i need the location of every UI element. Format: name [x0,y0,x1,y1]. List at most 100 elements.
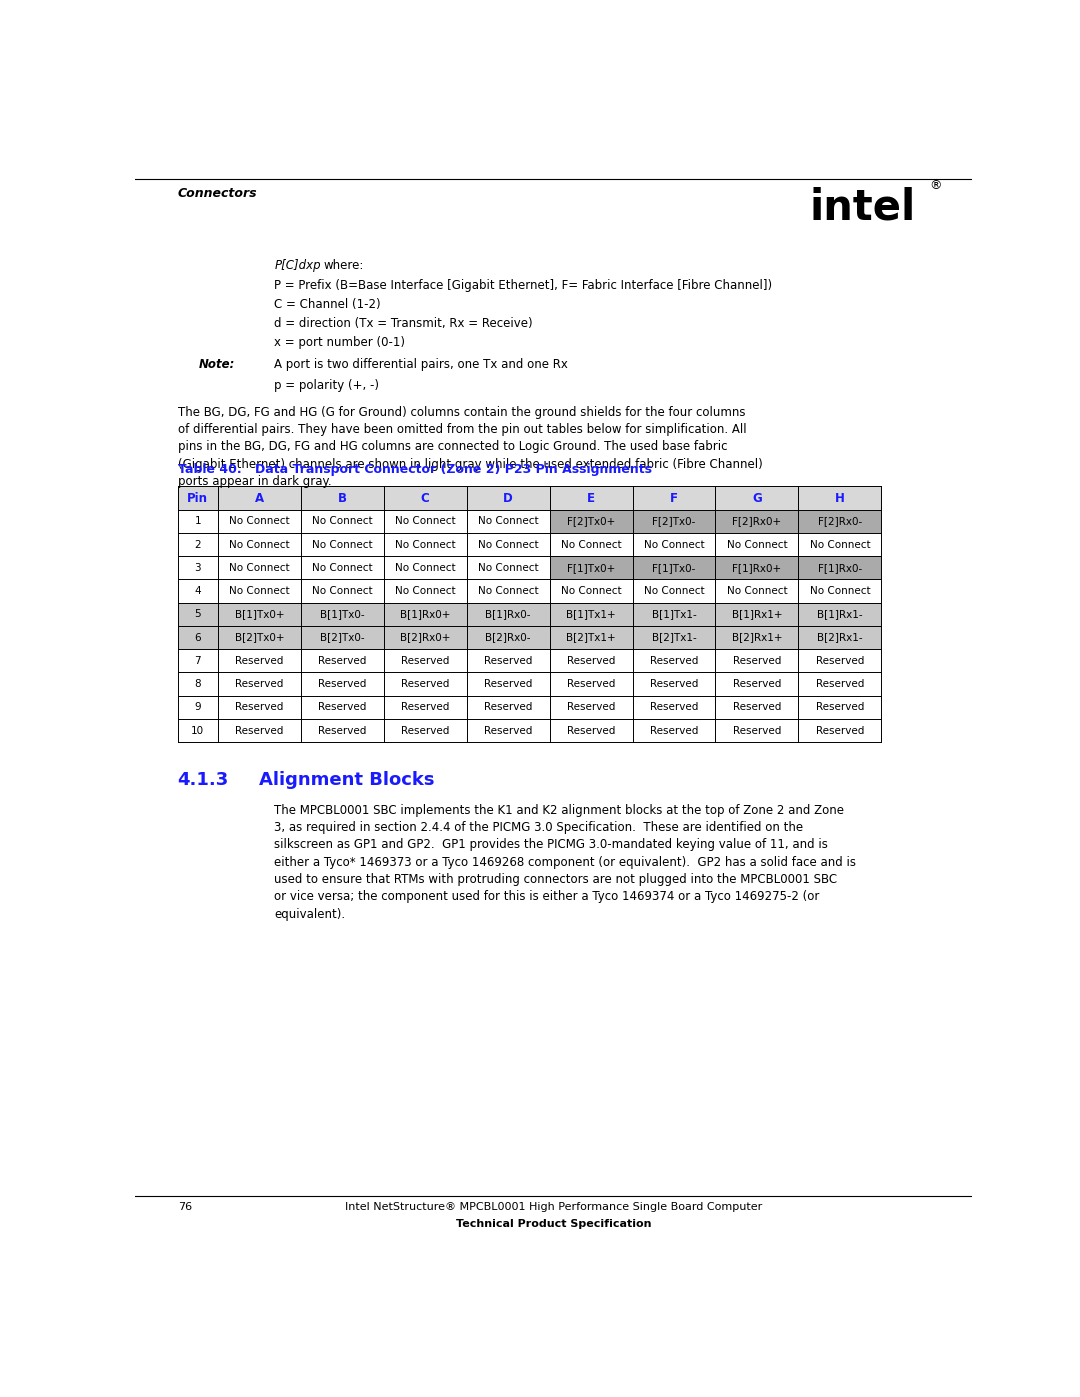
Text: of differential pairs. They have been omitted from the pin out tables below for : of differential pairs. They have been om… [177,423,746,436]
Text: 76: 76 [177,1201,192,1211]
Bar [633,626,715,650]
Text: Note:: Note: [199,358,235,370]
Text: No Connect: No Connect [561,587,621,597]
Text: A: A [255,492,264,504]
Text: B[1]Rx1+: B[1]Rx1+ [731,609,782,619]
Text: F: F [670,492,678,504]
Text: Reserved: Reserved [567,655,616,666]
Text: Reserved: Reserved [319,703,366,712]
Text: No Connect: No Connect [229,539,289,549]
Text: B[1]Tx0+: B[1]Tx0+ [234,609,284,619]
Text: Intel NetStructure® MPCBL0001 High Performance Single Board Computer: Intel NetStructure® MPCBL0001 High Perfo… [345,1201,762,1211]
Text: Reserved: Reserved [401,725,449,736]
Text: 9: 9 [194,703,201,712]
Text: 4.1.3: 4.1.3 [177,771,229,789]
Text: 3: 3 [194,563,201,573]
Text: Reserved: Reserved [732,655,781,666]
Bar [715,626,798,650]
Text: Reserved: Reserved [484,679,532,689]
Bar [218,602,301,626]
Text: B[2]Tx1-: B[2]Tx1- [651,633,697,643]
Text: Reserved: Reserved [732,703,781,712]
Text: No Connect: No Connect [477,539,539,549]
Text: No Connect: No Connect [810,587,870,597]
Text: 7: 7 [194,655,201,666]
Bar [715,510,798,532]
Text: Data Transport Connector (Zone 2) P23 Pin Assignments: Data Transport Connector (Zone 2) P23 Pi… [255,464,652,476]
Text: C = Channel (1-2): C = Channel (1-2) [274,298,381,310]
Text: F[2]Rx0-: F[2]Rx0- [818,517,862,527]
Text: Reserved: Reserved [815,679,864,689]
Text: B[1]Rx0+: B[1]Rx0+ [400,609,450,619]
Text: No Connect: No Connect [395,539,456,549]
Text: P = Prefix (B=Base Interface [Gigabit Ethernet], F= Fabric Interface [Fibre Chan: P = Prefix (B=Base Interface [Gigabit Et… [274,278,772,292]
Text: Reserved: Reserved [401,655,449,666]
Text: B[1]Tx0-: B[1]Tx0- [320,609,365,619]
Text: No Connect: No Connect [727,587,787,597]
Text: 2: 2 [194,539,201,549]
Bar [550,510,633,532]
Text: x = port number (0-1): x = port number (0-1) [274,337,405,349]
Text: No Connect: No Connect [477,517,539,527]
Text: No Connect: No Connect [395,563,456,573]
Text: Pin: Pin [187,492,208,504]
Text: No Connect: No Connect [477,587,539,597]
Text: Reserved: Reserved [484,655,532,666]
Text: B[2]Tx0+: B[2]Tx0+ [234,633,284,643]
Bar [798,602,881,626]
Bar [177,486,881,510]
Text: d = direction (Tx = Transmit, Rx = Receive): d = direction (Tx = Transmit, Rx = Recei… [274,317,534,330]
Text: B[1]Rx0-: B[1]Rx0- [485,609,531,619]
Text: (Gigabit Ethernet) channels are shown in light gray while the used extended fabr: (Gigabit Ethernet) channels are shown in… [177,458,762,471]
Text: No Connect: No Connect [229,587,289,597]
Bar [301,602,383,626]
Text: No Connect: No Connect [312,539,373,549]
Bar [301,626,383,650]
Text: B[2]Rx0-: B[2]Rx0- [485,633,531,643]
Text: equivalent).: equivalent). [274,908,346,921]
Text: Reserved: Reserved [319,725,366,736]
Text: Alignment Blocks: Alignment Blocks [259,771,434,789]
Text: E: E [588,492,595,504]
Text: 4: 4 [194,587,201,597]
Bar [550,556,633,580]
Text: Reserved: Reserved [235,655,284,666]
Text: B[1]Tx1+: B[1]Tx1+ [566,609,616,619]
Text: D: D [503,492,513,504]
Text: Reserved: Reserved [401,703,449,712]
Text: where:: where: [323,260,364,272]
Text: Reserved: Reserved [401,679,449,689]
Text: Reserved: Reserved [567,725,616,736]
Text: G: G [752,492,761,504]
Bar [633,556,715,580]
Text: Reserved: Reserved [650,703,698,712]
Text: B[2]Rx0+: B[2]Rx0+ [400,633,450,643]
Text: B[2]Rx1-: B[2]Rx1- [818,633,863,643]
Text: B: B [338,492,347,504]
Text: Reserved: Reserved [567,703,616,712]
Text: Reserved: Reserved [235,725,284,736]
Text: No Connect: No Connect [561,539,621,549]
Text: ®: ® [930,179,942,193]
Text: 3, as required in section 2.4.4 of the PICMG 3.0 Specification.  These are ident: 3, as required in section 2.4.4 of the P… [274,821,804,834]
Text: 10: 10 [191,725,204,736]
Text: No Connect: No Connect [810,539,870,549]
Text: B[1]Rx1-: B[1]Rx1- [818,609,863,619]
Text: Reserved: Reserved [235,703,284,712]
Text: ports appear in dark gray.: ports appear in dark gray. [177,475,332,488]
Bar [550,626,633,650]
Text: No Connect: No Connect [229,563,289,573]
Text: F[1]Rx0+: F[1]Rx0+ [732,563,782,573]
Text: 1: 1 [194,517,201,527]
Text: Reserved: Reserved [815,703,864,712]
Text: p = polarity (+, -): p = polarity (+, -) [274,380,379,393]
Bar [550,602,633,626]
Text: No Connect: No Connect [229,517,289,527]
Text: F[1]Rx0-: F[1]Rx0- [818,563,862,573]
Text: Reserved: Reserved [319,679,366,689]
Text: B[1]Tx1-: B[1]Tx1- [651,609,697,619]
Bar [715,602,798,626]
Text: intel: intel [809,187,916,229]
Bar [633,510,715,532]
Text: B[2]Tx1+: B[2]Tx1+ [566,633,616,643]
